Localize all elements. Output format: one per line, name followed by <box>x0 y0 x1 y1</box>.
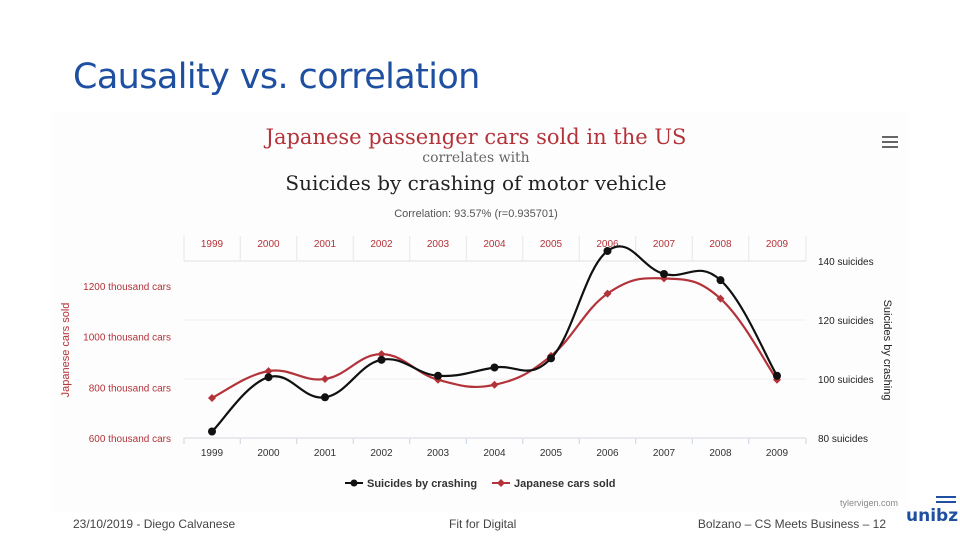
x-tick-label-top: 2009 <box>766 239 789 250</box>
data-point-japanese-cars <box>716 294 725 303</box>
x-tick-label-top: 2006 <box>596 239 619 250</box>
chart-container: Japanese passenger cars sold in the US c… <box>52 112 908 512</box>
x-tick-label-bottom: 2005 <box>540 448 563 459</box>
legend-label: Suicides by crashing <box>367 478 477 490</box>
slide-title: Causality vs. correlation <box>73 57 480 97</box>
x-tick-label-bottom: 2004 <box>483 448 506 459</box>
spurious-correlation-chart: Japanese passenger cars sold in the US c… <box>60 125 898 508</box>
legend[interactable]: Suicides by crashing Japanese cars sold <box>345 478 616 490</box>
x-tick-label-bottom: 2003 <box>427 448 450 459</box>
data-point-suicides <box>716 276 725 285</box>
y-left-tick-label: 600 thousand cars <box>89 434 171 445</box>
footer-left: 23/10/2019 - Diego Calvanese <box>73 517 236 531</box>
x-tick-label-top: 2008 <box>709 239 732 250</box>
x-tick-label-top: 1999 <box>201 239 224 250</box>
x-tick-label-top: 2000 <box>257 239 280 250</box>
grid-layer <box>183 236 807 444</box>
chart-title-line2: correlates with <box>422 150 529 166</box>
x-tick-label-top: 2004 <box>483 239 506 250</box>
x-tick-label-top: 2005 <box>540 239 563 250</box>
chart-menu-icon[interactable] <box>882 136 898 148</box>
chart-subtitle: Correlation: 93.57% (r=0.935701) <box>394 208 558 220</box>
data-point-suicides <box>321 393 329 402</box>
y-left-tick-label: 1200 thousand cars <box>83 282 171 293</box>
data-point-suicides <box>264 373 273 382</box>
x-tick-label-bottom: 2009 <box>766 448 789 459</box>
y-left-axis-title: Japanese cars sold <box>60 303 72 398</box>
x-tick-label-bottom: 2008 <box>709 448 732 459</box>
x-tick-label-bottom: 2000 <box>257 448 280 459</box>
chart-title-line1: Japanese passenger cars sold in the US <box>264 125 687 149</box>
chart-credit[interactable]: tylervigen.com <box>840 498 898 508</box>
data-point-japanese-cars <box>490 380 499 389</box>
unibz-logo: unibz <box>906 496 959 532</box>
data-point-suicides <box>208 427 216 436</box>
data-point-suicides <box>660 269 668 278</box>
x-tick-label-bottom: 2001 <box>314 448 337 459</box>
logo-bar <box>936 501 956 503</box>
menu-icon-bar <box>882 146 898 148</box>
y-right-tick-label: 120 suicides <box>818 316 874 327</box>
x-tick-label-top: 2007 <box>653 239 676 250</box>
menu-icon-bar <box>882 141 898 143</box>
data-point-japanese-cars <box>603 289 612 298</box>
footer-center: Fit for Digital <box>449 517 517 531</box>
x-tick-label-bottom: 2007 <box>653 448 676 459</box>
chart-title-line3: Suicides by crashing of motor vehicle <box>285 171 666 195</box>
series-layer <box>208 245 781 436</box>
data-point-suicides <box>773 371 781 380</box>
axis-layer: 1999 1999 2000 2000 2001 2001 2002 2002 2003 2003… <box>60 239 893 459</box>
x-tick-label-top: 2002 <box>370 239 393 250</box>
legend-marker <box>350 479 358 487</box>
legend-label: Japanese cars sold <box>514 478 616 490</box>
data-point-suicides <box>603 246 612 255</box>
x-tick-label-top: 2001 <box>314 239 337 250</box>
logo-text: unibz <box>906 506 959 526</box>
series-line-japanese-cars <box>211 277 778 399</box>
data-point-suicides <box>434 371 442 380</box>
data-point-suicides <box>547 354 555 363</box>
logo-bar <box>936 496 956 498</box>
x-tick-label-bottom: 2006 <box>596 448 619 459</box>
data-point-suicides <box>377 355 386 364</box>
y-left-tick-label: 800 thousand cars <box>89 383 171 394</box>
y-right-axis-title: Suicides by crashing <box>881 300 893 401</box>
menu-icon-bar <box>882 136 898 138</box>
data-point-japanese-cars <box>321 374 329 383</box>
data-point-japanese-cars <box>208 393 216 402</box>
x-tick-label-top: 2003 <box>427 239 450 250</box>
y-right-tick-label: 100 suicides <box>818 375 874 386</box>
series-line-suicides <box>211 245 778 433</box>
data-point-japanese-cars <box>377 350 386 359</box>
x-tick-label-bottom: 1999 <box>201 448 224 459</box>
y-right-tick-label: 80 suicides <box>818 434 868 445</box>
data-point-suicides <box>490 363 499 372</box>
x-tick-label-bottom: 2002 <box>370 448 393 459</box>
data-point-japanese-cars <box>264 367 273 376</box>
y-left-tick-label: 1000 thousand cars <box>83 333 171 344</box>
footer-right: Bolzano – CS Meets Business – 12 <box>697 517 886 531</box>
legend-marker <box>497 479 505 487</box>
y-right-tick-label: 140 suicides <box>818 257 874 268</box>
